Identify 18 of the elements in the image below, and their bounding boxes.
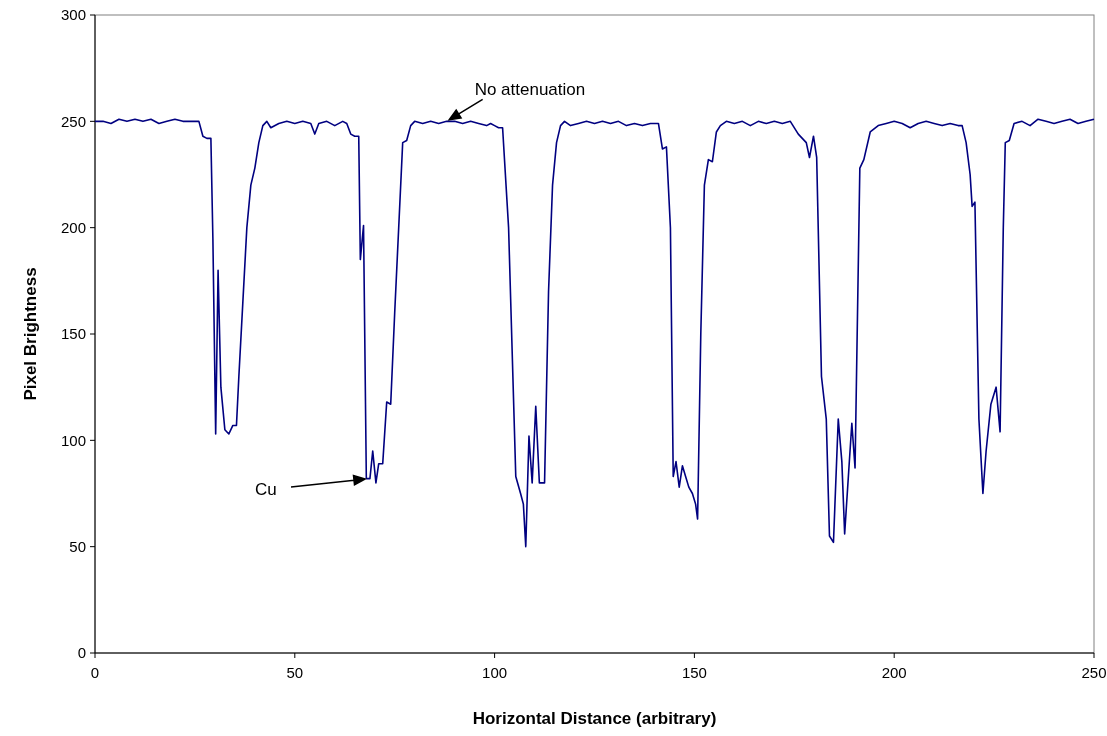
- annotation: Cu: [255, 480, 277, 499]
- y-tick-label: 100: [60, 431, 86, 449]
- x-axis-title: Horizontal Distance (arbitrary): [472, 709, 717, 728]
- x-tick-label: 100: [482, 664, 508, 681]
- x-tick-label: 150: [681, 664, 707, 681]
- line-series: [94, 118, 1095, 548]
- x-tick-label: 200: [881, 664, 907, 681]
- y-axis-title: Pixel Brightness: [21, 267, 40, 401]
- y-tick-label: 150: [60, 325, 86, 343]
- y-tick-label: 200: [60, 218, 86, 236]
- y-tick-label: 300: [60, 6, 86, 24]
- y-tick-label: 50: [69, 537, 86, 555]
- annotation: No attenuation: [474, 80, 586, 100]
- x-tick-label: 250: [1081, 664, 1107, 681]
- y-tick-label: 250: [60, 112, 86, 130]
- x-tick-label: 50: [286, 664, 304, 681]
- x-tick-label: 0: [90, 664, 100, 681]
- y-tick-label: 0: [77, 644, 86, 662]
